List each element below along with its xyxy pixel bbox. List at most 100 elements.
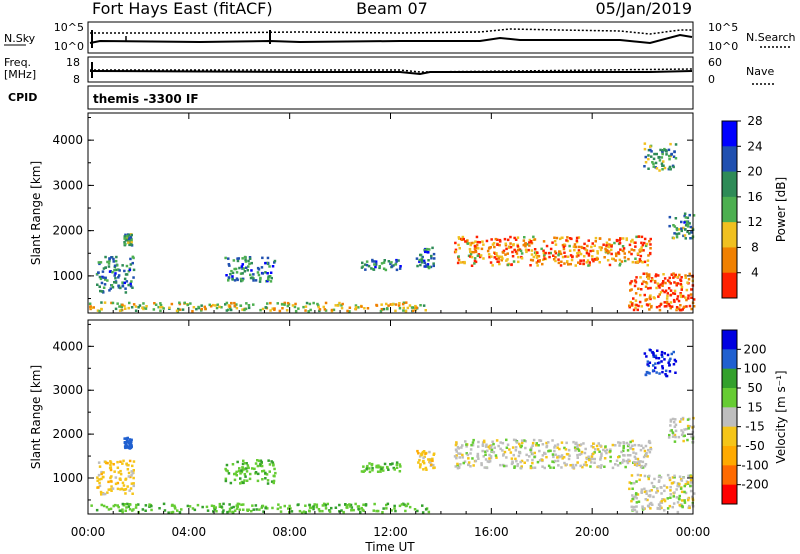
range-cell <box>392 264 395 267</box>
range-cell <box>514 446 518 449</box>
range-cell <box>98 484 102 488</box>
range-cell <box>208 303 211 307</box>
range-cell <box>568 237 572 240</box>
range-cell <box>264 306 267 309</box>
range-cell <box>672 236 675 240</box>
range-cell <box>562 247 566 251</box>
range-cell <box>642 507 645 510</box>
range-cell <box>107 488 110 491</box>
range-cell <box>462 237 465 241</box>
range-cell <box>644 155 647 159</box>
range-cell <box>318 509 321 513</box>
range-cell <box>577 236 581 239</box>
range-cell <box>241 267 244 270</box>
range-cell <box>242 459 245 463</box>
range-cell <box>676 295 680 298</box>
range-cell <box>346 504 349 507</box>
range-cell <box>370 462 374 466</box>
range-cell <box>689 484 692 488</box>
range-cell <box>660 501 664 504</box>
range-cell <box>387 468 390 471</box>
range-cell <box>415 306 418 309</box>
range-cell <box>458 456 461 459</box>
range-cell <box>668 359 671 362</box>
range-cell <box>621 245 625 248</box>
range-cell <box>591 242 594 245</box>
range-cell <box>121 481 125 485</box>
range-cell <box>610 252 613 256</box>
range-cell <box>321 504 325 507</box>
range-cell <box>422 468 425 471</box>
range-cell <box>245 479 249 482</box>
range-cell <box>542 258 545 261</box>
range-cell <box>243 308 246 312</box>
range-cell <box>459 452 462 455</box>
range-cell <box>129 257 132 261</box>
range-cell <box>631 260 635 264</box>
range-cell <box>646 287 650 290</box>
range-cell <box>363 263 367 266</box>
range-cell <box>656 506 659 510</box>
colorbar-swatch <box>722 222 737 248</box>
range-cell <box>121 508 124 511</box>
x-tick-label: 20:00 <box>575 525 610 539</box>
range-cell <box>660 506 663 510</box>
range-cell <box>244 258 247 262</box>
range-cell <box>122 484 126 487</box>
range-cell <box>431 246 434 250</box>
range-cell <box>678 273 681 277</box>
range-cell <box>129 263 133 266</box>
range-cell <box>589 249 592 253</box>
freq-label-line1: Freq. <box>4 56 31 69</box>
range-cell <box>230 506 233 509</box>
range-cell <box>553 236 556 239</box>
range-cell <box>229 306 232 310</box>
range-cell <box>250 261 253 265</box>
range-cell <box>680 276 683 279</box>
range-cell <box>667 287 671 290</box>
range-cell <box>676 275 679 279</box>
range-cell <box>109 463 112 467</box>
range-cell <box>528 238 532 242</box>
range-cell <box>492 242 496 245</box>
range-cell <box>678 307 681 310</box>
range-cell <box>553 250 557 253</box>
range-cell <box>366 464 369 468</box>
range-cell <box>617 455 620 459</box>
range-cell <box>681 499 684 502</box>
range-cell <box>317 304 320 307</box>
range-cell <box>191 507 195 510</box>
range-cell <box>465 445 468 448</box>
range-cell <box>429 461 432 464</box>
range-cell <box>477 445 480 448</box>
range-cell <box>393 507 396 510</box>
range-cell <box>126 502 129 506</box>
range-cell <box>104 460 107 464</box>
range-cell <box>646 275 649 279</box>
range-cell <box>241 481 245 484</box>
range-cell <box>252 508 255 511</box>
range-cell <box>283 303 286 306</box>
range-cell <box>416 509 419 513</box>
range-cell <box>131 261 134 265</box>
range-cell <box>483 440 486 444</box>
range-cell <box>524 248 528 251</box>
range-cell <box>247 306 251 310</box>
range-cell <box>551 241 554 244</box>
range-cell <box>498 238 502 242</box>
range-cell <box>273 259 277 263</box>
range-cell <box>457 243 460 247</box>
range-cell <box>271 307 274 310</box>
range-cell <box>673 275 676 278</box>
range-cell <box>220 306 223 309</box>
range-cell <box>657 357 661 360</box>
range-cell <box>503 237 507 241</box>
range-cell <box>266 256 270 260</box>
range-cell <box>131 471 134 475</box>
range-cell <box>230 269 233 273</box>
range-cell <box>430 257 433 260</box>
range-cell <box>671 417 675 421</box>
range-cell <box>576 443 580 447</box>
range-cell <box>599 444 602 447</box>
range-cell <box>349 505 352 508</box>
